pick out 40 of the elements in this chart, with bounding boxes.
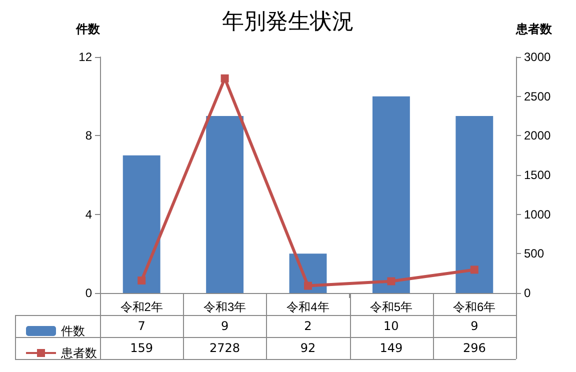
data-label: 10 — [382, 318, 400, 335]
bar — [206, 116, 244, 293]
point — [304, 282, 312, 290]
x-tick-label: 令和6年 — [453, 300, 496, 314]
data-label: 2 — [303, 318, 313, 335]
data-label: 9 — [220, 318, 230, 335]
x-tick-label: 令和4年 — [286, 300, 330, 314]
point — [220, 74, 229, 82]
x-tick-label: 令和2年 — [120, 300, 163, 314]
y-tick-label: 8 — [85, 128, 92, 143]
y2-tick-label: 1000 — [524, 207, 552, 222]
point — [470, 266, 478, 274]
chart-title: 年別発生状況 — [222, 10, 354, 34]
y-axis-title: 件数 — [75, 22, 101, 36]
data-label: 9 — [470, 318, 480, 335]
y2-tick-label: 3000 — [524, 50, 552, 64]
data-label: 2728 — [208, 340, 242, 357]
x-tick-label: 令和5年 — [370, 300, 413, 314]
bar — [122, 155, 160, 293]
point — [387, 277, 396, 286]
bar — [372, 96, 410, 293]
y2-tick-label: 2500 — [524, 89, 552, 104]
y2-tick-label: 1500 — [524, 168, 552, 182]
y-tick-label: 0 — [85, 286, 92, 300]
data-label: 92 — [299, 340, 317, 357]
y-tick-label: 4 — [85, 207, 92, 222]
point — [138, 276, 146, 284]
y2-axis-title: 患者数 — [515, 22, 553, 36]
y2-tick-label: 0 — [524, 286, 531, 300]
y2-tick-label: 500 — [524, 246, 544, 261]
data-label: 149 — [378, 340, 404, 357]
data-label: 159 — [129, 340, 154, 357]
bar — [456, 116, 494, 293]
y-tick-label: 12 — [78, 50, 92, 64]
legend-label: 件数 — [61, 324, 85, 338]
legend-label: 患者数 — [60, 346, 97, 360]
x-tick-label: 令和3年 — [203, 300, 246, 314]
data-label: 7 — [136, 318, 146, 335]
data-label: 296 — [462, 340, 487, 357]
y2-tick-label: 2000 — [524, 128, 552, 143]
